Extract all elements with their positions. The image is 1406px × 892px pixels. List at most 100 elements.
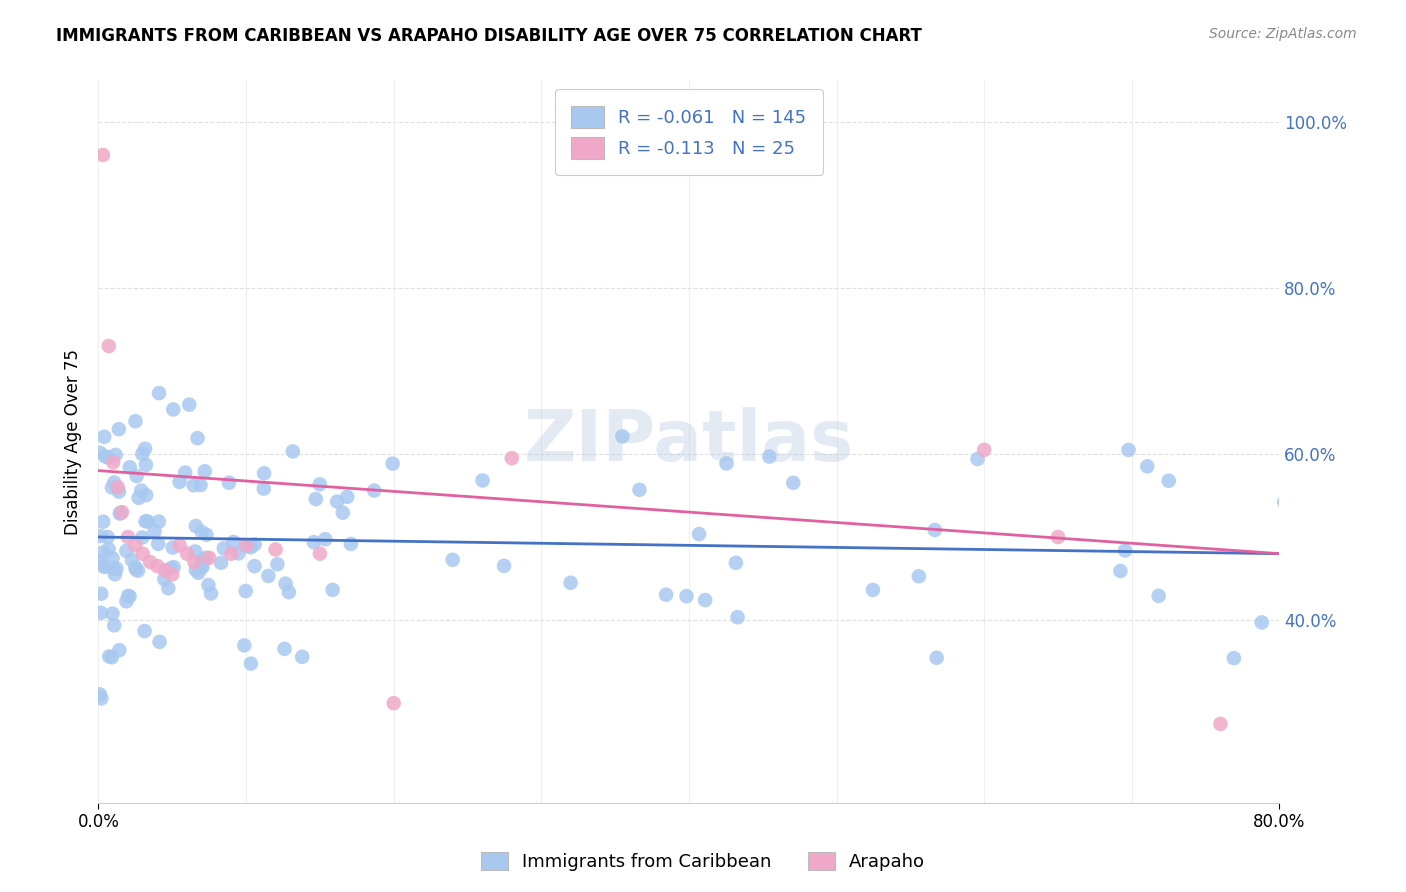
Point [157, 581, 180, 595]
Point [103, 475, 125, 490]
Point [105, 562, 128, 576]
Point [501, 451, 523, 466]
Point [758, 450, 780, 464]
Point [309, 547, 332, 561]
Point [184, 544, 207, 558]
Point [264, 542, 287, 557]
Point [924, 523, 946, 537]
Point [281, 444, 304, 458]
Point [925, 650, 948, 665]
Point [89, 446, 111, 460]
Point [382, 696, 405, 710]
Point [108, 484, 131, 499]
Point [302, 535, 325, 549]
Point [136, 515, 159, 529]
Point [184, 519, 207, 533]
Point [194, 550, 217, 565]
Point [97, 530, 120, 544]
Point [104, 448, 127, 462]
Point [111, 505, 134, 519]
Point [94, 450, 117, 464]
Point [782, 475, 804, 490]
Point [273, 641, 295, 656]
Point [97, 339, 120, 353]
Point [973, 442, 995, 457]
Point [127, 564, 149, 578]
Point [101, 650, 124, 665]
Point [336, 490, 359, 504]
Point [108, 422, 131, 436]
Point [1282, 607, 1305, 621]
Point [239, 657, 262, 671]
Point [93, 559, 115, 574]
Point [235, 538, 257, 552]
Point [89, 554, 111, 568]
Point [131, 483, 153, 498]
Point [91, 545, 114, 559]
Point [727, 610, 749, 624]
Point [1272, 495, 1295, 509]
Point [124, 538, 146, 552]
Point [103, 455, 125, 469]
Point [1147, 589, 1170, 603]
Point [197, 578, 219, 592]
Point [322, 582, 344, 597]
Point [163, 560, 186, 574]
Y-axis label: Disability Age Over 75: Disability Age Over 75 [63, 349, 82, 534]
Point [148, 537, 170, 551]
Point [235, 539, 257, 553]
Point [148, 515, 170, 529]
Point [89, 687, 111, 701]
Point [101, 607, 124, 621]
Point [198, 550, 221, 565]
Point [1136, 459, 1159, 474]
Point [146, 559, 169, 574]
Point [128, 491, 150, 505]
Point [159, 561, 181, 575]
Point [612, 429, 634, 443]
Point [184, 563, 207, 577]
Point [115, 594, 138, 608]
Point [121, 553, 143, 567]
Point [132, 547, 155, 561]
Point [441, 553, 464, 567]
Point [308, 477, 330, 491]
Text: ZIPatlas: ZIPatlas [524, 407, 853, 476]
Point [110, 506, 132, 520]
Point [966, 452, 988, 467]
Point [118, 590, 141, 604]
Point [139, 555, 162, 569]
Point [103, 618, 125, 632]
Point [153, 563, 176, 577]
Point [91, 515, 114, 529]
Point [695, 593, 717, 607]
Point [134, 442, 156, 456]
Point [107, 480, 129, 494]
Point [176, 547, 198, 561]
Point [1250, 615, 1272, 630]
Point [492, 558, 515, 573]
Point [253, 467, 276, 481]
Point [169, 475, 191, 489]
Point [274, 576, 297, 591]
Point [174, 466, 197, 480]
Point [1114, 543, 1136, 558]
Point [124, 414, 146, 428]
Point [314, 533, 336, 547]
Point [187, 566, 209, 580]
Point [253, 482, 276, 496]
Point [169, 538, 191, 552]
Point [148, 386, 170, 401]
Point [243, 537, 266, 551]
Point [101, 551, 124, 566]
Point [209, 556, 232, 570]
Point [104, 567, 127, 582]
Point [326, 494, 349, 508]
Point [1109, 564, 1132, 578]
Point [291, 649, 314, 664]
Point [183, 478, 205, 492]
Point [179, 398, 201, 412]
Point [1209, 717, 1232, 731]
Point [143, 524, 166, 539]
Point [118, 460, 141, 475]
